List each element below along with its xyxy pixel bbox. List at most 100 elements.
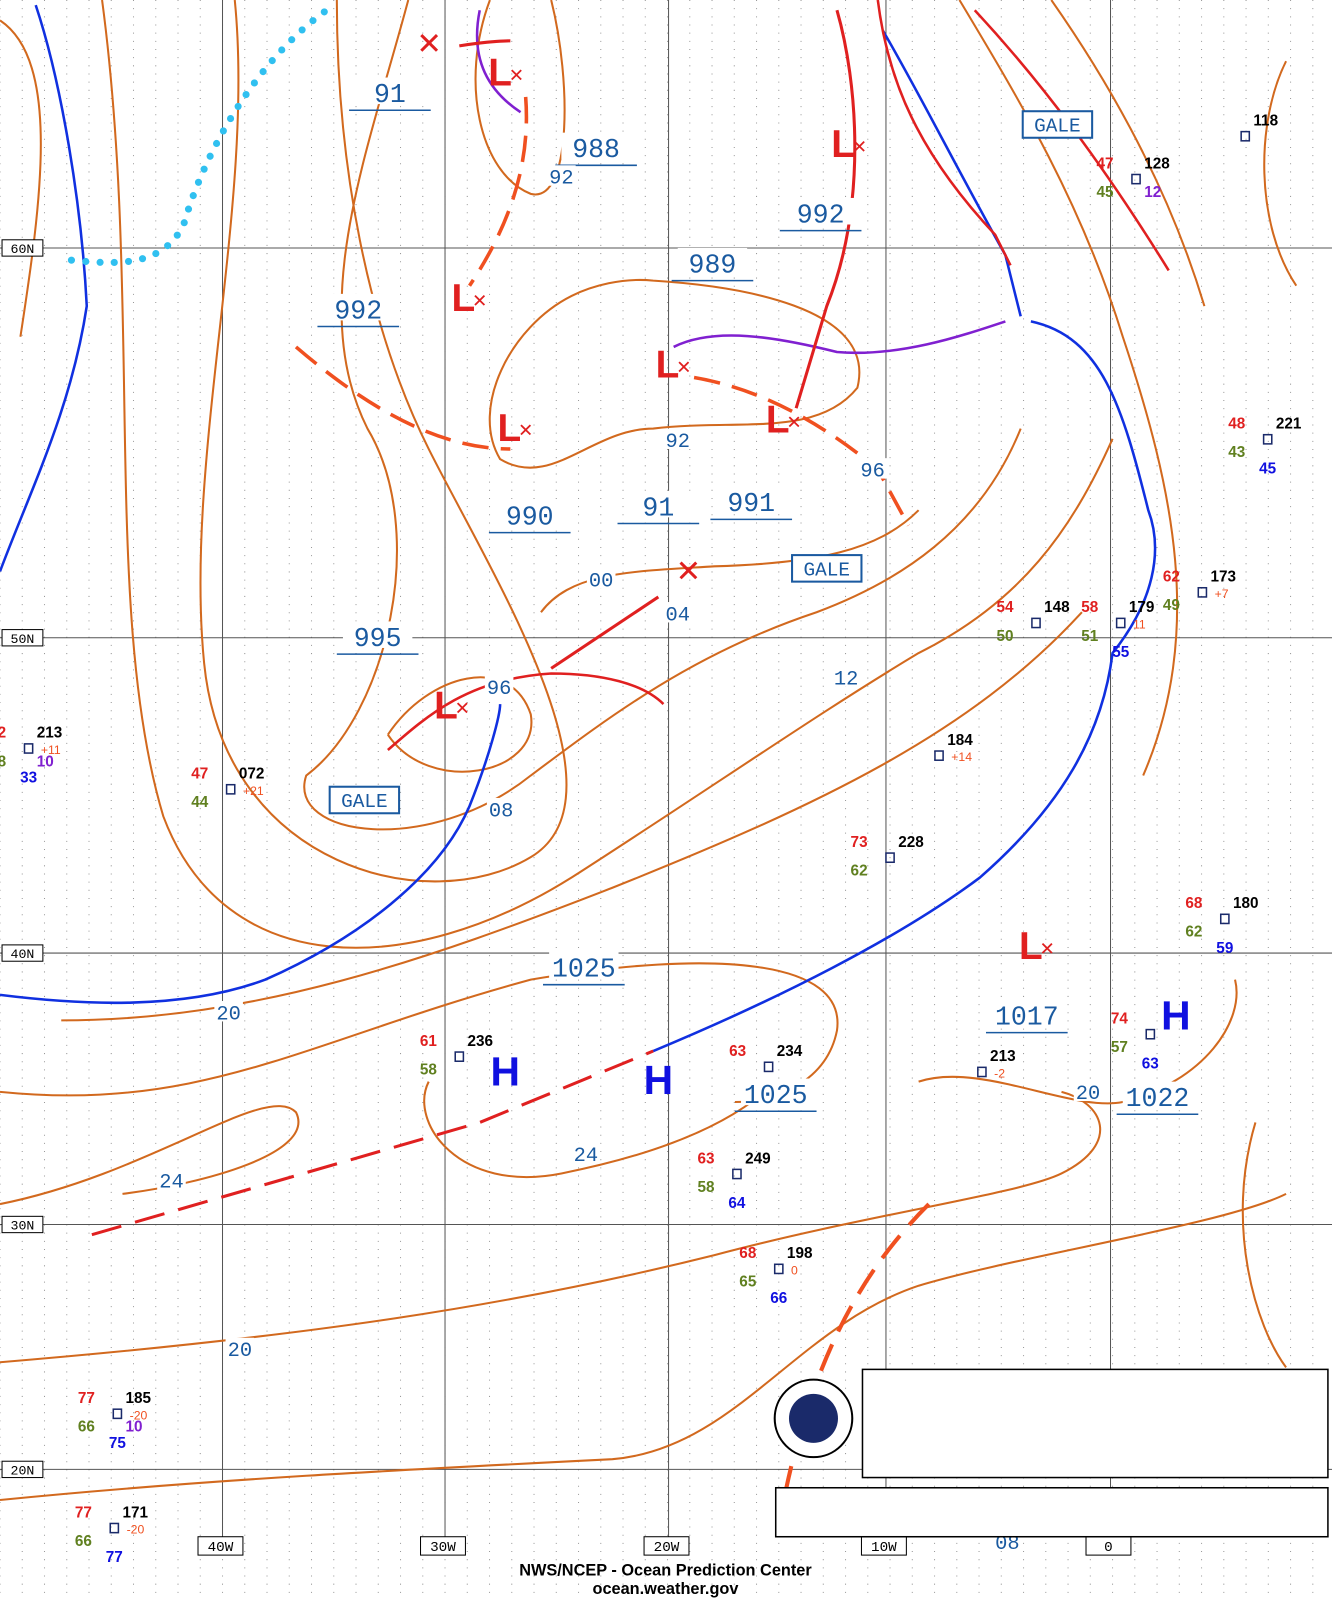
label-backdrop	[677, 247, 748, 275]
label-backdrop	[716, 486, 786, 514]
label-backdrop	[785, 197, 856, 225]
latitude-label: 30N	[11, 1219, 35, 1234]
isobar-label: 1025	[552, 955, 616, 985]
low-center: L	[452, 277, 476, 320]
station-tendency: +7	[1215, 587, 1229, 601]
low-mark: ✕	[1040, 938, 1055, 959]
low-center: L	[831, 123, 855, 166]
station-air: 62	[1163, 569, 1180, 586]
station-pressure: 236	[467, 1033, 493, 1050]
warning-label: GALE	[341, 791, 388, 813]
isobar-label: 91	[374, 80, 406, 110]
station-icon	[1262, 433, 1273, 445]
latitude-box	[1, 1460, 44, 1479]
isobar-label: 1022	[1126, 1084, 1190, 1114]
isobar-label: 12	[834, 669, 859, 692]
station-tendency: -20	[127, 1523, 145, 1537]
station-air: 48	[1228, 416, 1246, 433]
station-dew: 43	[1228, 444, 1245, 461]
label-backdrop	[342, 621, 413, 648]
isobar-label: 92	[549, 168, 574, 191]
station-dew: 58	[697, 1179, 715, 1196]
low-mark: ✕	[472, 290, 487, 311]
station-icon	[112, 1408, 123, 1420]
station-air: 47	[1097, 155, 1114, 172]
longitude-label: 40W	[208, 1540, 234, 1556]
latitude-box	[1, 239, 44, 257]
isobar-label: 20	[228, 1340, 253, 1363]
longitude-box	[643, 1536, 690, 1556]
station-tendency: 0	[791, 1263, 798, 1277]
longitude-box	[197, 1536, 244, 1556]
station-icon	[1031, 617, 1041, 629]
station-sea: 10	[37, 753, 54, 770]
station-dew: 66	[75, 1533, 92, 1550]
station-dew: 62	[851, 863, 868, 880]
isobar-label: 995	[354, 624, 402, 654]
low-mark: ✕	[852, 136, 867, 157]
station-air: 68	[739, 1245, 757, 1262]
station-pressure: 184	[947, 732, 973, 749]
station-pressure: 072	[239, 766, 265, 783]
isobar-label: 990	[506, 502, 554, 532]
station-tendency: +21	[243, 784, 264, 798]
station-pressure: 198	[787, 1245, 813, 1262]
station-tendency: +14	[951, 750, 972, 764]
isobar-label: 92	[665, 431, 690, 454]
station-air: 54	[997, 599, 1015, 616]
latitude-label: 40N	[11, 947, 35, 962]
low-center: L	[434, 684, 458, 727]
station-icon	[1219, 913, 1230, 925]
station-pressure: 221	[1276, 416, 1302, 433]
isobar-label: 992	[797, 200, 845, 230]
isobar-label: 24	[159, 1172, 184, 1195]
station-pressure: 118	[1253, 113, 1278, 130]
station-tendency: -20	[130, 1408, 148, 1422]
station-wave: 59	[1216, 940, 1233, 957]
station-pressure: 185	[126, 1390, 152, 1407]
latitude-label: 50N	[11, 632, 35, 647]
station-dew: 65	[739, 1274, 757, 1291]
isobar-label: 1025	[744, 1081, 808, 1111]
longitude-label: 0	[1104, 1540, 1113, 1556]
station-pressure: 249	[745, 1150, 771, 1167]
label-backdrop	[858, 458, 887, 479]
label-backdrop	[547, 165, 576, 186]
station-air: 63	[697, 1150, 714, 1167]
isobar-label: 988	[572, 135, 620, 165]
station-air: 77	[78, 1390, 95, 1407]
station-air: 61	[420, 1033, 438, 1050]
isobar-label: 20	[216, 1003, 241, 1026]
station-icon	[1240, 130, 1251, 142]
station-icon	[1131, 173, 1141, 185]
low-center: L	[488, 52, 512, 95]
isobar-label: 20	[1076, 1083, 1101, 1106]
label-backdrop	[225, 1337, 255, 1359]
station-tendency: +11	[41, 743, 61, 757]
station-air: 74	[1111, 1010, 1129, 1027]
low-center: L	[766, 399, 790, 442]
station-air: 63	[729, 1043, 746, 1060]
footer-url: ocean.weather.gov	[592, 1580, 738, 1598]
high-center: H	[490, 1049, 519, 1095]
station-air: 73	[851, 834, 868, 851]
isobar-label: 989	[689, 250, 737, 280]
low-mark: ✕	[455, 697, 470, 718]
low-mark: ✕	[518, 420, 533, 441]
station-icon	[773, 1263, 784, 1275]
info-panel	[773, 1368, 1329, 1538]
station-dew: 28	[0, 753, 7, 770]
label-backdrop	[831, 666, 861, 687]
station-wave: 33	[20, 770, 37, 787]
label-backdrop	[741, 1078, 811, 1106]
latitude-label: 20N	[11, 1463, 35, 1478]
label-backdrop	[214, 1001, 243, 1022]
station-pressure: 179	[1129, 599, 1155, 616]
station-wave: 64	[728, 1195, 746, 1212]
high-center: H	[1161, 993, 1190, 1039]
low-center: L	[656, 344, 680, 387]
isobar-label: 1017	[995, 1002, 1059, 1032]
station-dew: 51	[1081, 628, 1099, 645]
isobar-label: 04	[665, 604, 690, 627]
label-backdrop	[561, 132, 631, 160]
